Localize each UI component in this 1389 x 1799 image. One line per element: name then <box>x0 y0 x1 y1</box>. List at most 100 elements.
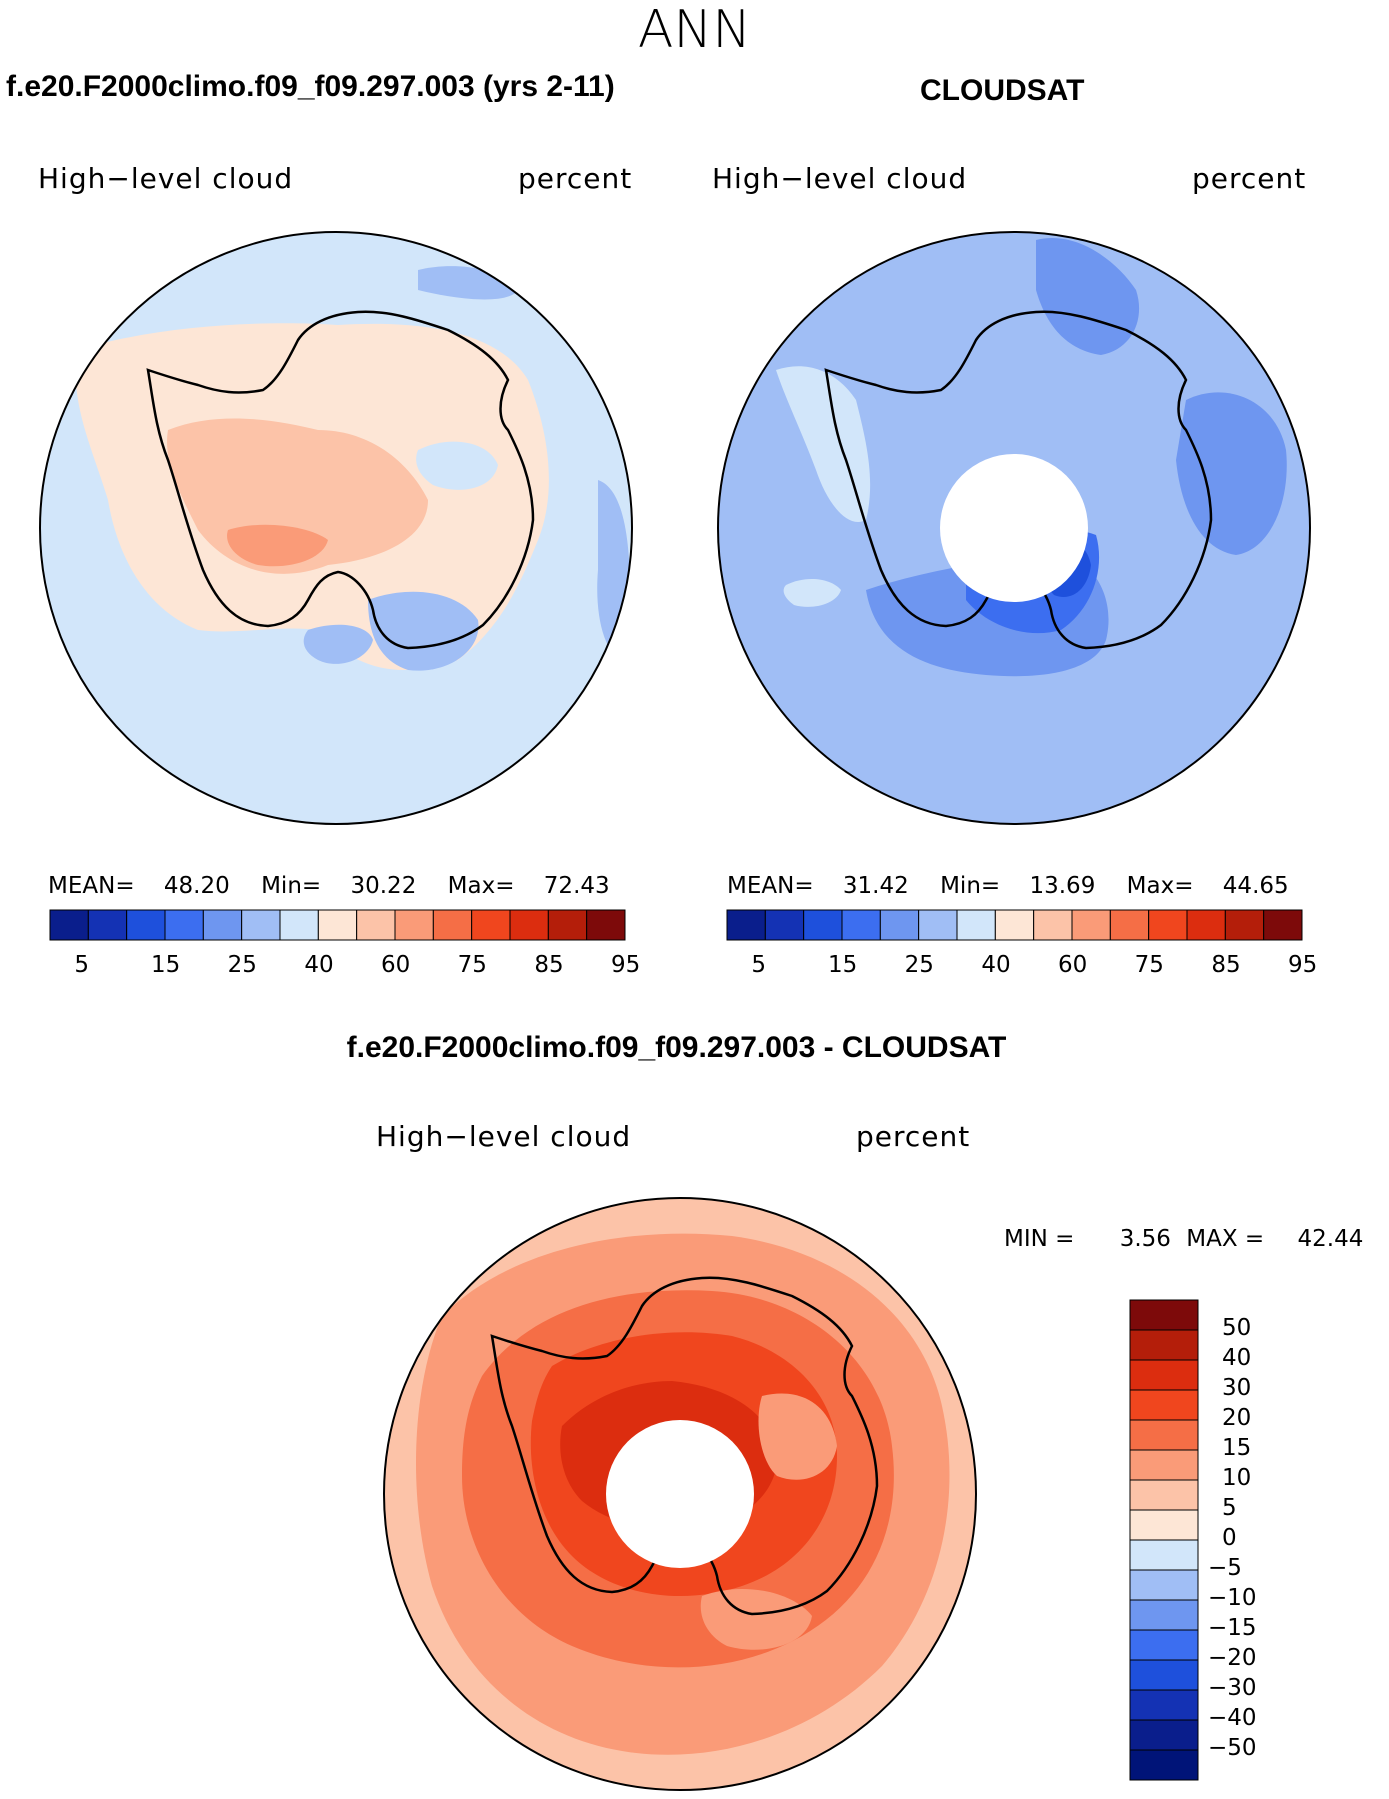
obs-colorbar-tick-6: 85 <box>1211 952 1241 978</box>
obs-coastline <box>824 310 1213 650</box>
diff-light-patch-se <box>700 1588 812 1650</box>
obs-min-value: 13.69 <box>1029 873 1096 899</box>
diff-colorbar-tick-7: 0 <box>1222 1525 1237 1551</box>
diff-colorbar-tick-11: −20 <box>1208 1645 1257 1671</box>
obs-colorbar-box-6 <box>956 909 996 941</box>
obs-stats: MEAN= 31.42 Min= 13.69 Max= 44.65 <box>727 873 1289 899</box>
diff-colorbar-tick-3: 20 <box>1222 1405 1252 1431</box>
diff-colorbar-tick-0: 50 <box>1222 1315 1252 1341</box>
model-colorbar-box-6 <box>279 909 319 941</box>
diff-colorbar-tick-1: 40 <box>1222 1345 1252 1371</box>
model-colorbar-box-10 <box>432 909 473 941</box>
diff-colorbar-box-10 <box>1129 1599 1199 1631</box>
obs-light-west <box>776 366 871 522</box>
diff-units-label: percent <box>856 1120 971 1153</box>
diff-map <box>383 1197 977 1791</box>
model-colorbar-tick-6: 85 <box>534 952 564 978</box>
obs-colorbar-tick-0: 5 <box>751 952 766 978</box>
model-max-label: Max= <box>447 873 515 899</box>
obs-colorbar-tick-7: 95 <box>1288 952 1318 978</box>
obs-colorbar-ticks: 5 15 25 40 60 75 85 95 <box>727 952 1317 982</box>
obs-colorbar-box-4 <box>879 909 920 941</box>
model-colorbar-box-0 <box>49 909 89 941</box>
model-colorbar-box-2 <box>126 909 166 941</box>
diff-colorbar-tick-10: −15 <box>1208 1615 1257 1641</box>
model-mean-value: 48.20 <box>163 873 230 899</box>
diff-colorbar-tick-9: −10 <box>1208 1585 1257 1611</box>
obs-colorbar-box-12 <box>1186 909 1226 941</box>
obs-colorbar-box-0 <box>726 909 766 941</box>
obs-colorbar-tick-2: 25 <box>904 952 934 978</box>
diff-colorbar <box>1129 1299 1199 1781</box>
model-map <box>39 231 633 825</box>
model-coastline <box>146 310 535 650</box>
model-stats: MEAN= 48.20 Min= 30.22 Max= 72.43 <box>48 873 610 899</box>
model-light-patch-e <box>416 441 498 490</box>
diff-colorbar-tick-4: 15 <box>1222 1435 1252 1461</box>
diff-colorbar-tick-14: −50 <box>1208 1735 1257 1761</box>
model-low-patch-s <box>368 591 479 671</box>
diff-min-value: 3.56 <box>1119 1226 1171 1252</box>
diff-colorbar-tick-6: 5 <box>1222 1495 1237 1521</box>
diff-colorbar-box-0 <box>1129 1299 1199 1331</box>
model-colorbar-tick-5: 75 <box>457 952 487 978</box>
model-colorbar-tick-1: 15 <box>151 952 181 978</box>
diff-light-patch-e <box>758 1393 837 1480</box>
obs-colorbar-box-13 <box>1224 909 1265 941</box>
diff-colorbar-ticks: 50 40 30 20 15 10 5 0 −5 −10 −15 −20 −30 −40 −50 <box>1208 1300 1298 1780</box>
obs-colorbar-box-7 <box>994 909 1035 941</box>
model-colorbar-box-4 <box>202 909 243 941</box>
model-panel-title: f.e20.F2000climo.f09_f09.297.003 (yrs 2-… <box>6 70 615 103</box>
obs-colorbar-tick-4: 60 <box>1058 952 1088 978</box>
diff-colorbar-box-3 <box>1129 1389 1199 1421</box>
obs-variable-label: High−level cloud <box>712 162 968 195</box>
model-variable-label: High−level cloud <box>38 162 294 195</box>
model-colorbar-ticks: 5 15 25 40 60 75 85 95 <box>50 952 640 982</box>
model-colorbar-box-11 <box>471 909 511 941</box>
diff-colorbar-box-8 <box>1129 1539 1199 1571</box>
model-colorbar-box-13 <box>547 909 588 941</box>
obs-min-label: Min= <box>940 873 1001 899</box>
model-colorbar-tick-0: 5 <box>74 952 89 978</box>
diff-max-label: MAX = <box>1186 1226 1265 1252</box>
model-peak-field <box>227 524 328 567</box>
obs-colorbar-box-8 <box>1033 909 1073 941</box>
model-colorbar <box>49 909 626 941</box>
diff-map-border <box>383 1197 977 1791</box>
diff-colorbar-box-12 <box>1129 1659 1199 1691</box>
model-colorbar-tick-4: 60 <box>381 952 411 978</box>
model-colorbar-box-14 <box>586 909 626 941</box>
model-colorbar-box-12 <box>509 909 549 941</box>
model-mean-label: MEAN= <box>48 873 135 899</box>
obs-panel-title: CLOUDSAT <box>920 74 1085 107</box>
diff-panel-title: f.e20.F2000climo.f09_f09.297.003 - CLOUD… <box>346 1031 1007 1064</box>
model-min-value: 30.22 <box>350 873 417 899</box>
obs-colorbar-box-5 <box>918 909 958 941</box>
obs-mean-label: MEAN= <box>727 873 814 899</box>
obs-colorbar-box-10 <box>1109 909 1150 941</box>
obs-colorbar-box-1 <box>764 909 805 941</box>
obs-colorbar-box-11 <box>1148 909 1188 941</box>
diff-colorbar-box-1 <box>1129 1329 1199 1361</box>
obs-colorbar <box>726 909 1303 941</box>
obs-colorbar-box-2 <box>803 909 843 941</box>
obs-mean-value: 31.42 <box>842 873 909 899</box>
diff-max-value: 42.44 <box>1297 1226 1364 1252</box>
model-low-patch-sw <box>303 624 373 664</box>
model-colorbar-box-1 <box>87 909 128 941</box>
diff-colorbar-tick-12: −30 <box>1208 1675 1257 1701</box>
obs-colorbar-tick-1: 15 <box>828 952 858 978</box>
diff-colorbar-box-11 <box>1129 1629 1199 1661</box>
obs-map-border <box>717 231 1311 825</box>
obs-units-label: percent <box>1192 162 1307 195</box>
model-map-border <box>39 231 633 825</box>
obs-max-label: Max= <box>1126 873 1194 899</box>
model-min-label: Min= <box>261 873 322 899</box>
obs-mid-patch-east <box>1176 392 1287 555</box>
diff-colorbar-box-9 <box>1129 1569 1199 1601</box>
model-colorbar-box-5 <box>241 909 281 941</box>
model-colorbar-box-7 <box>317 909 358 941</box>
season-title: ANN <box>637 0 752 60</box>
obs-colorbar-box-14 <box>1263 909 1303 941</box>
diff-min-label: MIN = <box>1004 1226 1075 1252</box>
